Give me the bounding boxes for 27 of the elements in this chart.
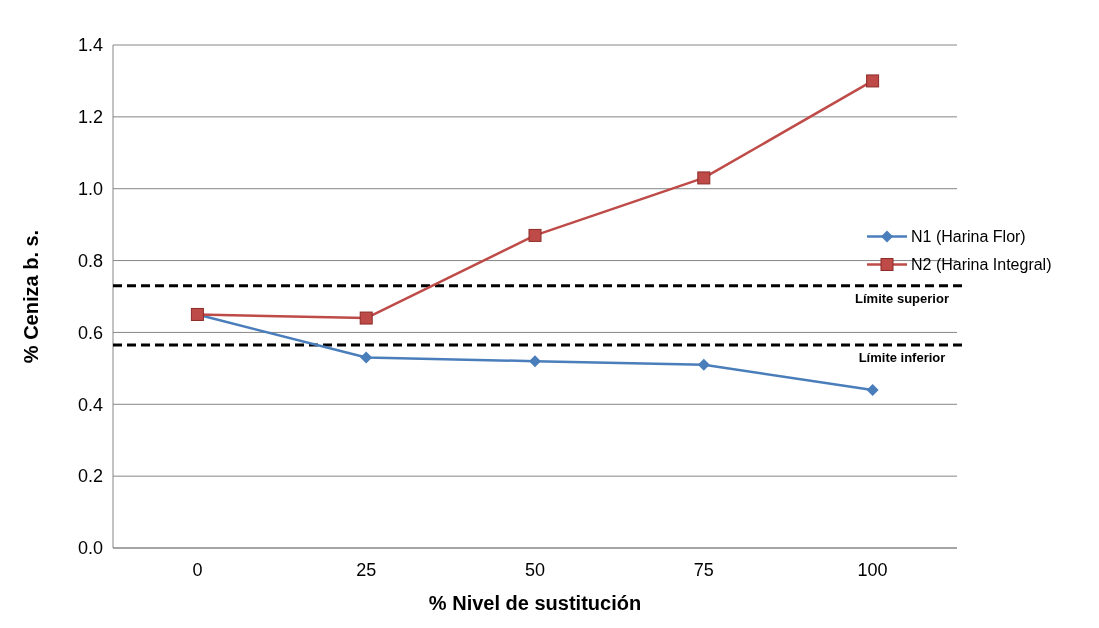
y-tick-label: 1.0 [77, 179, 103, 200]
point [359, 311, 373, 325]
point [529, 355, 541, 368]
y-tick-label: 1.4 [77, 35, 103, 56]
point [528, 228, 542, 242]
y-tick-label: 0.8 [77, 250, 103, 271]
ref-line-label: Límite superior [855, 290, 949, 306]
y-tick-label: 0.2 [77, 466, 103, 487]
point [697, 358, 710, 371]
point [866, 74, 880, 88]
legend-label: N2 (Harina Integral) [911, 256, 1052, 274]
point [866, 383, 879, 396]
point [697, 171, 711, 185]
y-tick-label: 1.2 [77, 107, 103, 128]
ref-line-label: Límite inferior [858, 350, 946, 365]
x-tick-label: 100 [857, 560, 888, 580]
y-tick-label: 0.0 [77, 538, 103, 559]
legend-label: N1 (Harina Flor) [911, 228, 1026, 246]
y-tick-label: 0.6 [77, 322, 103, 343]
x-tick-label: 0 [192, 560, 203, 580]
x-tick-label: 25 [356, 560, 377, 580]
x-tick-label: 75 [693, 560, 714, 580]
y-tick-label: 0.4 [77, 394, 103, 415]
x-tick-label: 50 [524, 560, 546, 580]
y-axis-title: % Ceniza b. s. [20, 229, 42, 364]
x-axis-title: % Nivel de sustitución [428, 592, 642, 614]
point [360, 351, 373, 364]
